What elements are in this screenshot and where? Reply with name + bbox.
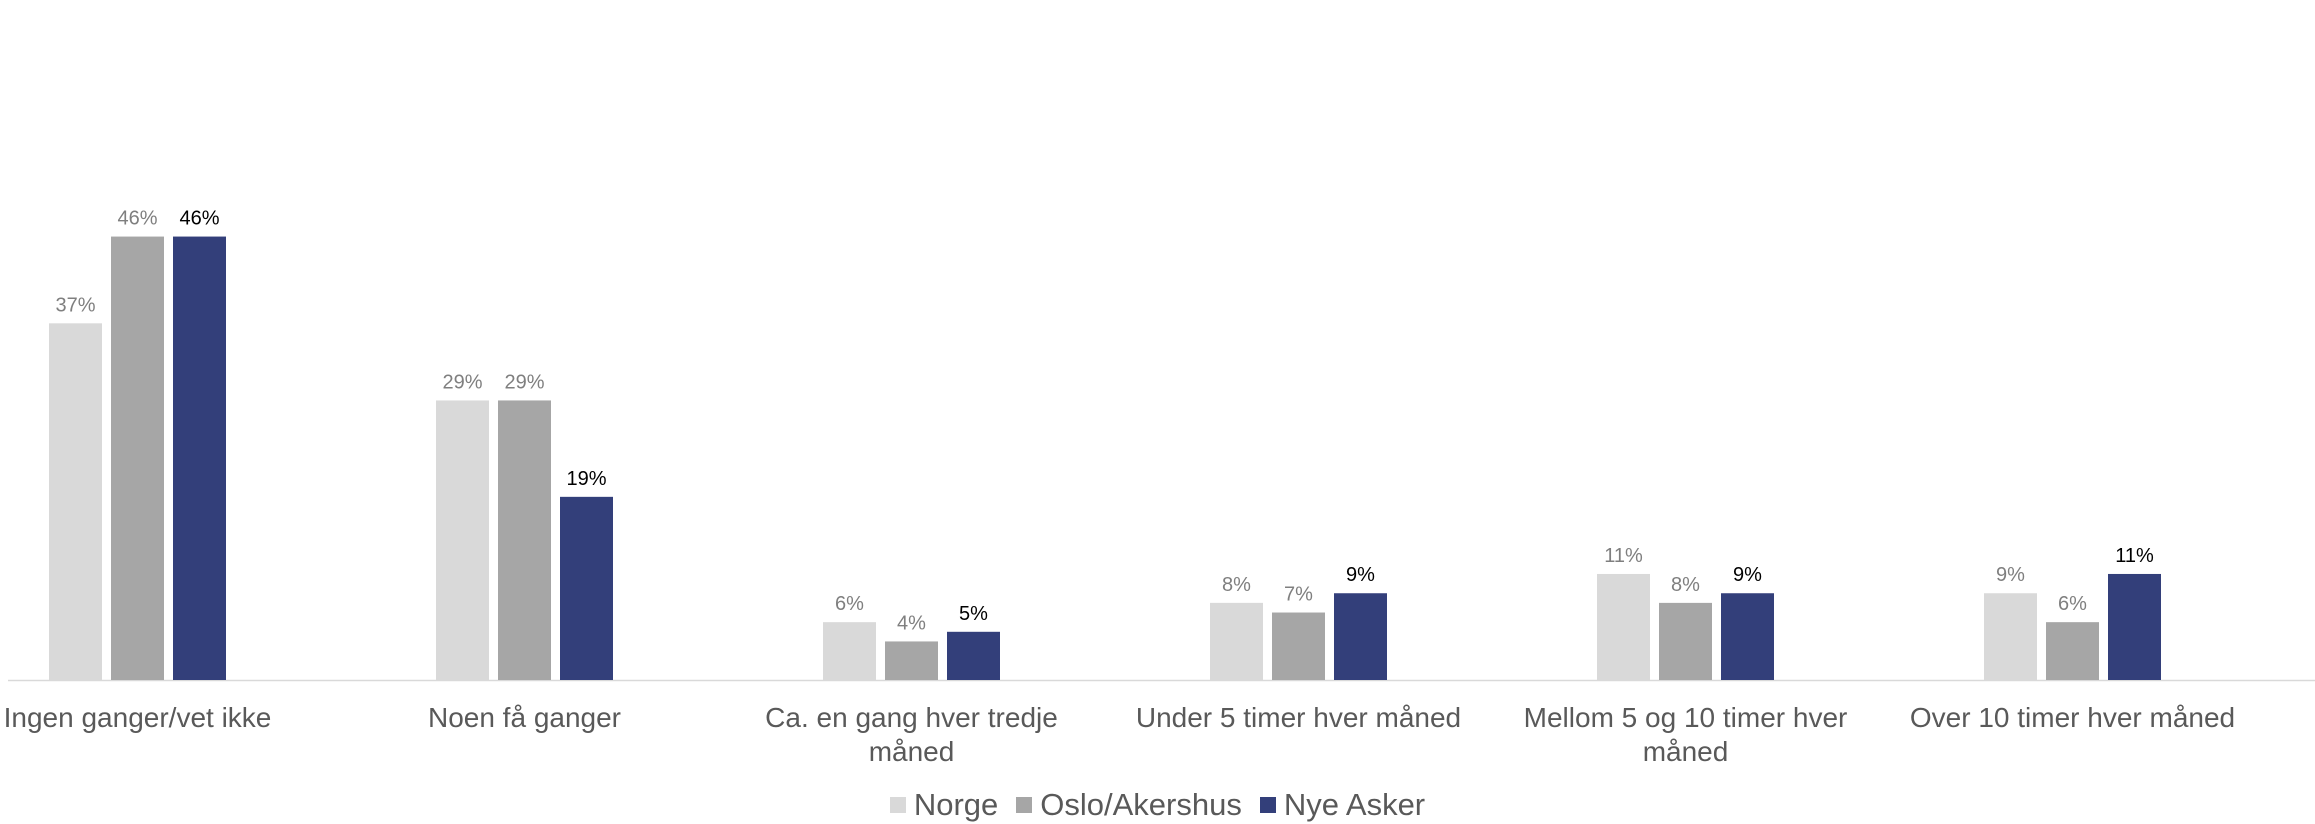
bar-1-5 — [2046, 622, 2099, 680]
data-label-1-4: 8% — [1671, 574, 1700, 596]
category-label-2: Ca. en gang hver tredje måned — [765, 702, 1058, 767]
data-label-2-0: 46% — [179, 208, 219, 230]
data-label-2-2: 5% — [959, 603, 988, 625]
category-label-line: måned — [869, 736, 955, 767]
data-label-2-4: 9% — [1733, 564, 1762, 586]
legend-item-nye-asker: Nye Asker — [1259, 787, 1426, 823]
bar-2-2 — [947, 631, 1000, 680]
data-label-2-5: 11% — [2115, 545, 2154, 567]
legend-label-norge: Norge — [913, 787, 999, 822]
legend-swatch-norge — [889, 797, 906, 813]
category-label-4: Mellom 5 og 10 timer hver måned — [1524, 702, 1848, 767]
bar-2-3 — [1334, 593, 1387, 680]
bar-chart: 37% 46% 46% Ingen ganger/vet ikke 29% 29% 19% N… — [4, 208, 2315, 767]
category-label-5: Over 10 timer hver måned — [1910, 702, 2235, 733]
legend: Norge Oslo/Akershus Nye Asker — [0, 786, 2315, 824]
category-label-0: Ingen ganger/vet ikke — [4, 702, 272, 733]
legend-item-oslo-akershus: Oslo/Akershus — [1016, 787, 1242, 823]
bar-1-1 — [498, 400, 551, 680]
bar-0-2 — [823, 622, 876, 680]
data-label-0-4: 11% — [1604, 545, 1643, 567]
bar-0-1 — [436, 400, 489, 680]
legend-label-oslo-akershus: Oslo/Akershus — [1040, 787, 1242, 822]
bar-2-4 — [1721, 593, 1774, 680]
bar-0-4 — [1597, 573, 1650, 680]
data-label-2-3: 9% — [1346, 564, 1375, 586]
data-label-1-5: 6% — [2058, 593, 2087, 615]
data-label-0-2: 6% — [835, 593, 864, 615]
bar-1-3 — [1272, 612, 1325, 680]
legend-swatch-oslo-akershus — [1016, 797, 1033, 813]
bar-0-5 — [1984, 593, 2037, 680]
bar-0-3 — [1210, 602, 1263, 680]
data-label-1-3: 7% — [1284, 584, 1313, 606]
data-label-0-1: 29% — [442, 371, 482, 393]
category-label-line: Under 5 timer hver måned — [1136, 702, 1461, 733]
category-label-line: Ca. en gang hver tredje — [765, 702, 1058, 733]
bar-1-0 — [111, 236, 164, 680]
legend-label-nye-asker: Nye Asker — [1283, 787, 1426, 822]
category-label-line: Over 10 timer hver måned — [1910, 702, 2235, 733]
data-label-1-1: 29% — [504, 371, 544, 393]
bar-2-5 — [2108, 573, 2161, 680]
data-label-1-0: 46% — [117, 208, 157, 230]
data-label-2-1: 19% — [566, 468, 606, 490]
bar-2-0 — [173, 236, 226, 680]
data-label-0-5: 9% — [1996, 564, 2025, 586]
bar-2-1 — [560, 496, 613, 680]
category-label-3: Under 5 timer hver måned — [1136, 702, 1461, 733]
data-label-0-3: 8% — [1222, 574, 1251, 596]
category-label-line: Ingen ganger/vet ikke — [4, 702, 272, 733]
category-label-line: Mellom 5 og 10 timer hver — [1524, 702, 1848, 733]
category-label-1: Noen få ganger — [428, 702, 621, 733]
data-label-0-0: 37% — [55, 294, 95, 316]
bar-1-2 — [885, 641, 938, 680]
bar-0-0 — [49, 323, 102, 680]
legend-swatch-nye-asker — [1259, 797, 1276, 813]
bar-1-4 — [1659, 602, 1712, 680]
category-label-line: Noen få ganger — [428, 702, 621, 733]
category-label-line: måned — [1643, 736, 1729, 767]
legend-item-norge: Norge — [889, 787, 999, 823]
data-label-1-2: 4% — [897, 612, 926, 634]
